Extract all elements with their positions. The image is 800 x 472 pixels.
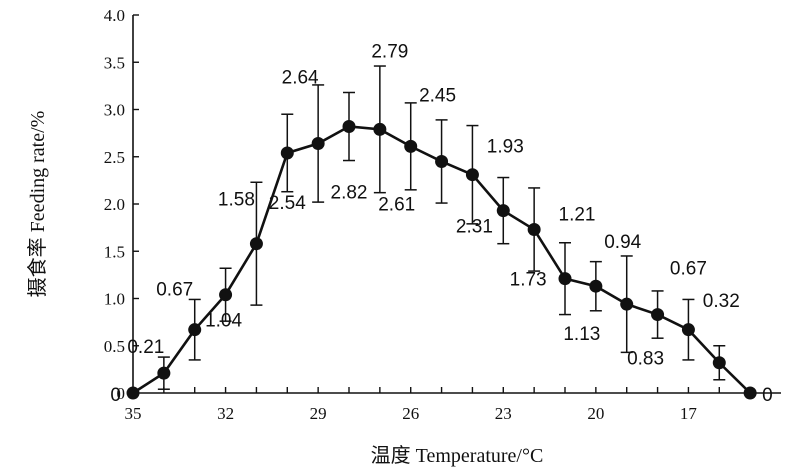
data-label: 0.94: [604, 232, 641, 253]
x-tick-label: 17: [680, 404, 698, 423]
y-tick-label: 1.5: [104, 242, 125, 261]
x-tick-label: 23: [495, 404, 512, 423]
y-tick-label: 4.0: [104, 6, 125, 25]
y-tick-label: 1.0: [104, 290, 125, 309]
data-label: 0.83: [627, 349, 664, 370]
data-label: 1.73: [510, 270, 547, 291]
y-tick-label: 0: [117, 384, 126, 403]
data-point: [311, 137, 325, 151]
data-point: [404, 139, 418, 153]
x-tick-label: 29: [310, 404, 327, 423]
data-point: [651, 308, 665, 322]
y-ticks: 0 0.5 1.0 1.5 2.0 2.5 3.0 3.5 4.0: [104, 6, 139, 403]
data-label: 0.21: [127, 337, 164, 358]
data-point: [373, 122, 387, 136]
data-point: [496, 204, 510, 218]
data-point: [558, 272, 572, 286]
data-point: [280, 146, 294, 160]
data-point: [219, 288, 233, 302]
data-point: [157, 366, 171, 380]
data-point: [589, 279, 603, 293]
data-label: 2.79: [371, 41, 408, 62]
data-point: [342, 120, 356, 134]
data-label: 0.67: [670, 259, 707, 280]
data-point: [681, 323, 695, 337]
data-label: 0.67: [156, 280, 193, 301]
data-point: [188, 323, 202, 337]
data-point: [743, 386, 757, 400]
data-label: 1.04: [205, 311, 242, 332]
x-tick-label: 26: [402, 404, 419, 423]
data-point: [126, 386, 140, 400]
data-point: [620, 297, 634, 311]
data-point: [712, 356, 726, 370]
data-labels: 0 0.21 0.67 1.04 1.58 2.54 2.64 2.82 2.79 2.61 2.4…: [110, 41, 772, 406]
data-points: [126, 120, 757, 400]
x-ticks: 35 32 29 26 23 20 17: [125, 387, 751, 423]
data-point: [249, 237, 263, 251]
data-label: 2.64: [282, 68, 319, 89]
error-bars: [157, 65, 726, 390]
data-label: 2.54: [269, 193, 306, 214]
data-label: 0: [110, 385, 121, 406]
x-tick-label: 32: [217, 404, 234, 423]
data-label: 0: [762, 385, 773, 406]
data-label: 2.61: [378, 194, 415, 215]
y-tick-label: 3.0: [104, 101, 125, 120]
y-tick-label: 2.5: [104, 148, 125, 167]
y-axis-title: 摄食率 Feeding rate/%: [26, 111, 49, 298]
x-tick-label: 35: [125, 404, 142, 423]
data-point: [465, 168, 479, 182]
y-tick-label: 2.0: [104, 195, 125, 214]
x-axis-title: 温度 Temperature/°C: [371, 444, 544, 467]
data-label: 2.82: [331, 183, 368, 204]
data-label: 2.45: [419, 85, 456, 106]
data-label: 2.31: [456, 217, 493, 238]
data-label: 1.21: [559, 205, 596, 226]
data-label: 0.32: [703, 291, 740, 312]
data-label: 1.93: [487, 137, 524, 158]
data-point: [435, 154, 449, 168]
y-tick-label: 3.5: [104, 53, 125, 72]
data-label: 1.13: [563, 324, 600, 345]
data-point: [527, 223, 541, 237]
x-tick-label: 20: [587, 404, 604, 423]
data-label: 1.58: [218, 190, 255, 211]
y-tick-label: 0.5: [104, 337, 125, 356]
